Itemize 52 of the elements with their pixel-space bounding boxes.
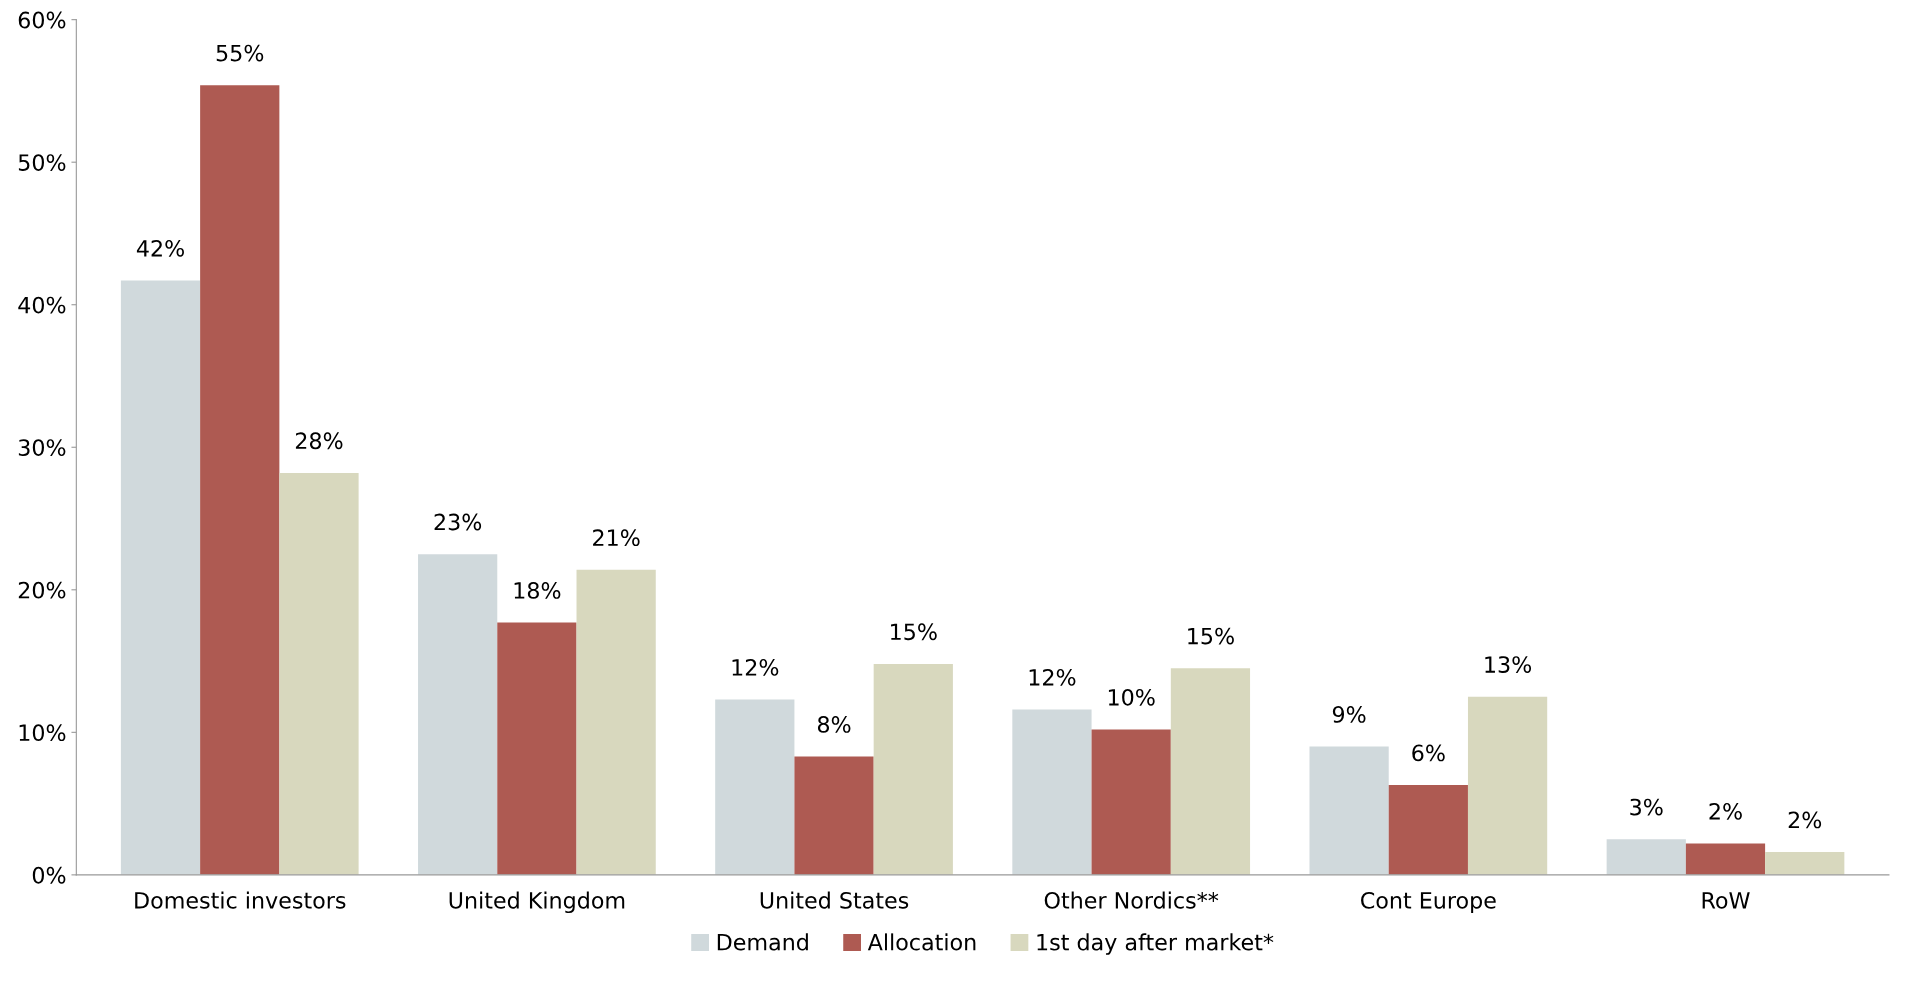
legend-label: Allocation	[867, 933, 976, 951]
bar	[1309, 746, 1389, 875]
bar	[1388, 785, 1468, 875]
x-tick-label: RoW	[1702, 892, 1750, 909]
y-tick-label: 40%	[18, 296, 66, 314]
y-tick-label: 20%	[18, 581, 66, 599]
x-tick-label: United States	[760, 891, 909, 909]
data-label: 2%	[1709, 802, 1742, 820]
bar	[1467, 696, 1548, 875]
bar	[1765, 852, 1845, 875]
data-label: 2%	[1788, 811, 1822, 829]
data-label: 10%	[1108, 688, 1155, 706]
x-tick-label: Other Nordics**	[1044, 891, 1219, 909]
y-tick-label: 50%	[18, 154, 66, 171]
x-tick-label: Cont Europe	[1361, 891, 1496, 914]
bar	[794, 756, 874, 875]
data-label: 13%	[1485, 656, 1532, 673]
y-tick-label: 30%	[18, 439, 66, 457]
data-label: 12%	[732, 658, 779, 676]
data-label: 28%	[295, 432, 343, 450]
data-label: 42%	[136, 239, 184, 257]
bar	[120, 280, 201, 875]
bar	[1685, 843, 1766, 875]
legend-label: Demand	[717, 933, 808, 951]
bar	[576, 569, 656, 875]
legend-label: 1st day after market*	[1037, 933, 1274, 955]
data-label: 18%	[514, 582, 561, 599]
data-label: 3%	[1630, 798, 1663, 816]
data-label: 8%	[817, 716, 851, 733]
x-tick-label: United Kingdom	[449, 891, 625, 914]
data-label: 21%	[593, 529, 640, 547]
bar	[497, 622, 577, 875]
bar	[200, 85, 280, 875]
bar	[1606, 839, 1686, 875]
x-tick-label: Domestic investors	[135, 891, 346, 909]
data-label: 55%	[216, 44, 264, 62]
data-label: 12%	[1029, 668, 1076, 686]
data-label: 6%	[1412, 744, 1445, 762]
data-label: 23%	[434, 513, 482, 531]
bar	[1170, 668, 1251, 875]
y-tick-label: 0%	[32, 866, 66, 884]
data-label: 15%	[1188, 627, 1234, 645]
data-label: 9%	[1332, 706, 1366, 723]
bar	[873, 663, 953, 875]
bar	[418, 554, 498, 875]
bar	[715, 699, 795, 875]
data-label: 15%	[891, 623, 937, 641]
bar	[279, 472, 359, 875]
bar	[1091, 729, 1171, 875]
y-tick-label: 10%	[19, 724, 66, 742]
bar	[1012, 709, 1092, 875]
y-tick-label: 60%	[18, 11, 66, 29]
